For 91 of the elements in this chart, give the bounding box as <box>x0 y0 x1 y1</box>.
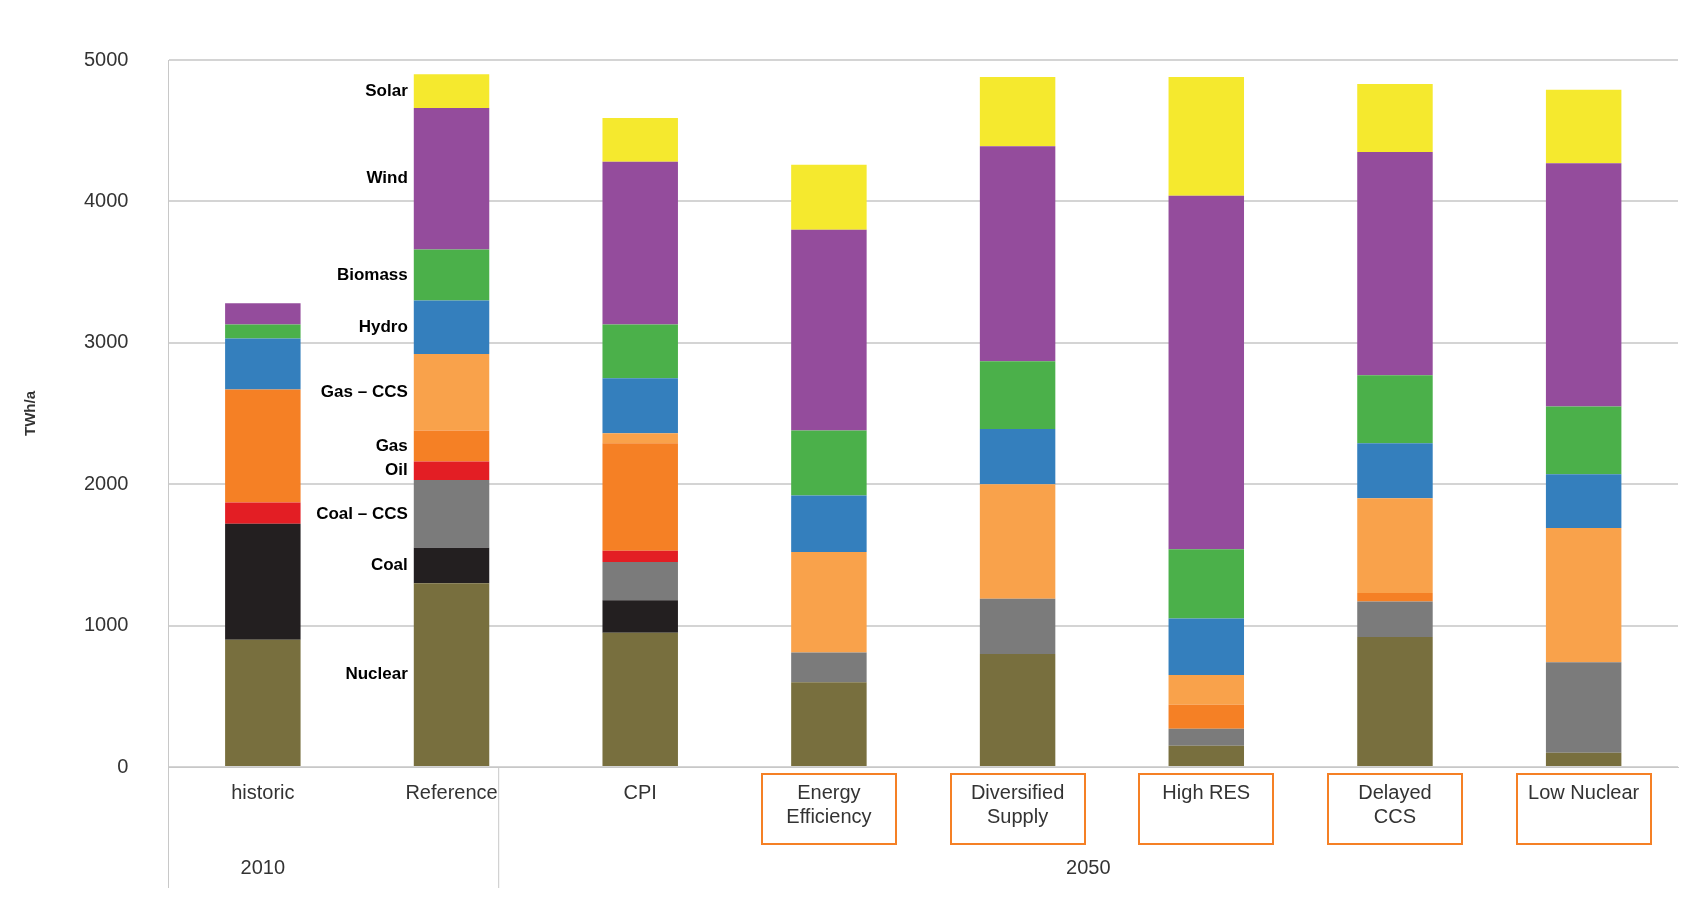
bar <box>225 324 301 339</box>
x-tick-label: historic <box>231 780 295 803</box>
bar <box>1168 728 1245 746</box>
bar <box>1168 195 1245 550</box>
bar <box>979 598 1056 654</box>
y-tick-label: 3000 <box>83 330 129 353</box>
bar <box>791 495 867 553</box>
y-axis-title: TWh/a <box>21 390 39 436</box>
bar <box>225 639 301 766</box>
bar <box>602 600 678 633</box>
bar <box>979 146 1056 362</box>
bar <box>602 443 678 551</box>
bar <box>1168 675 1245 705</box>
x-tick-label: Reference <box>405 780 498 803</box>
bar <box>225 523 301 640</box>
x-tick-label: Diversified Supply <box>970 780 1065 827</box>
x-tick-label: CPI <box>623 780 657 803</box>
bar <box>1545 89 1622 164</box>
bar <box>413 479 490 548</box>
series-label: Gas <box>375 435 408 455</box>
bar <box>1168 618 1245 676</box>
bar <box>602 161 678 325</box>
bar <box>1357 375 1433 444</box>
bar <box>979 429 1056 485</box>
bar <box>225 303 301 325</box>
bar <box>1357 151 1433 376</box>
series-label: Biomass <box>336 264 408 284</box>
bar <box>413 354 490 431</box>
y-tick-label: 4000 <box>83 188 129 211</box>
bar <box>1168 76 1245 196</box>
y-tick-label: 0 <box>117 754 129 777</box>
bar <box>1357 443 1433 499</box>
bar <box>979 484 1056 599</box>
bar <box>413 74 490 109</box>
series-label: Wind <box>366 168 408 188</box>
text: 2010 <box>240 855 286 878</box>
bar <box>1357 84 1433 152</box>
bar <box>791 652 867 683</box>
bar <box>602 324 678 379</box>
bar <box>791 682 867 766</box>
series-label: Nuclear <box>345 664 409 684</box>
bar <box>979 653 1056 766</box>
bar <box>413 547 490 584</box>
text: 2050 <box>1066 855 1111 878</box>
bar <box>225 502 301 524</box>
bar <box>602 433 678 444</box>
bar <box>1357 593 1433 602</box>
bar <box>602 632 678 766</box>
bar <box>1545 662 1622 753</box>
series-label: Gas – CCS <box>320 381 408 401</box>
x-tick-label: Low Nuclear <box>1528 780 1640 803</box>
x-tick-label: Energy Efficiency <box>786 780 872 827</box>
series-label: Oil <box>385 460 408 480</box>
bar <box>791 552 867 653</box>
bar <box>1168 704 1245 729</box>
bar <box>602 561 678 601</box>
x-tick-label: Delayed CCS <box>1358 780 1432 827</box>
bar <box>979 76 1056 147</box>
series-label: Solar <box>365 80 409 100</box>
bar <box>1357 601 1433 637</box>
bar <box>791 164 867 230</box>
series-label: Hydro <box>358 316 408 336</box>
bar <box>1545 474 1622 529</box>
bar <box>791 430 867 496</box>
bar <box>1168 549 1245 619</box>
bar <box>413 249 490 301</box>
bar <box>602 550 678 562</box>
bar <box>602 117 678 162</box>
bar <box>1545 752 1622 766</box>
bar <box>413 430 490 462</box>
bar <box>1545 528 1622 663</box>
series-label: Coal <box>370 555 408 575</box>
y-tick-label: 1000 <box>83 613 129 636</box>
bar <box>413 461 490 480</box>
bar <box>791 229 867 431</box>
bar <box>1357 636 1433 766</box>
bar <box>1545 406 1622 475</box>
x-tick-label: High RES <box>1162 780 1251 803</box>
y-tick-label: 2000 <box>83 471 129 494</box>
y-tick-label: 5000 <box>83 47 129 70</box>
bar <box>225 389 301 503</box>
bar <box>979 361 1056 430</box>
bar <box>1357 498 1433 594</box>
bar <box>413 300 490 355</box>
bar <box>225 338 301 390</box>
bar <box>1545 163 1622 407</box>
series-label: Coal – CCS <box>316 503 408 523</box>
bar <box>413 108 490 250</box>
bar <box>1168 745 1245 766</box>
bar <box>602 378 678 434</box>
bar <box>413 583 490 766</box>
